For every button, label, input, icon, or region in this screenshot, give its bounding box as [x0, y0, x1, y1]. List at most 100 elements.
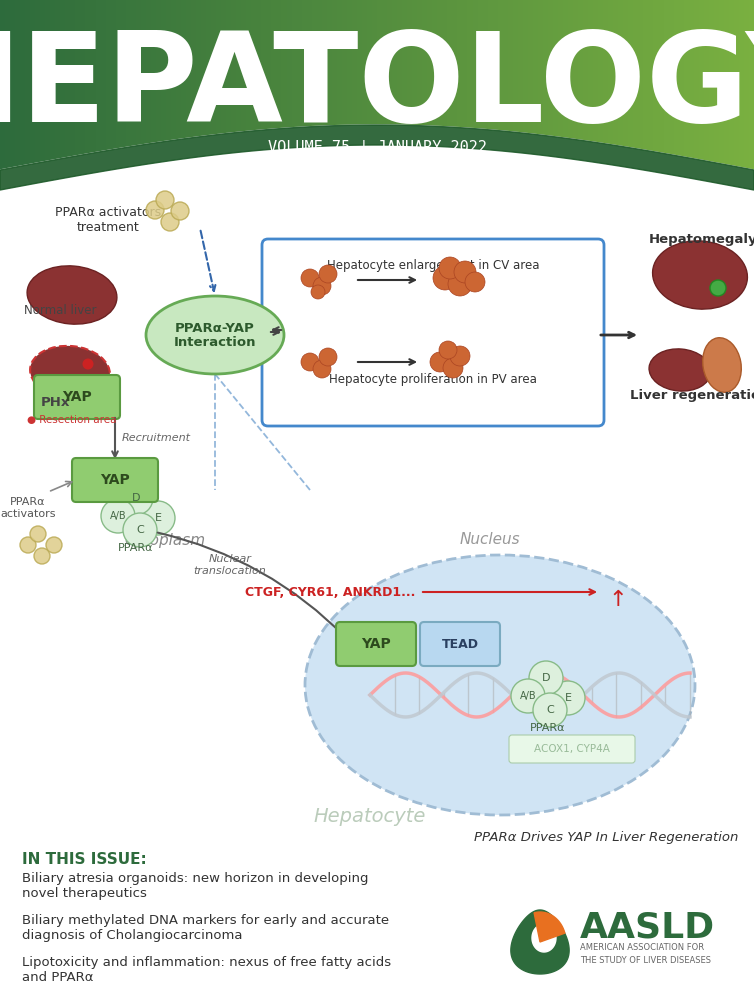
Bar: [477, 0, 483, 170]
Circle shape: [439, 257, 461, 279]
Bar: [0, 170, 754, 1000]
Bar: [377, 0, 383, 170]
Bar: [568, 0, 574, 170]
Bar: [302, 0, 308, 170]
Text: Interaction: Interaction: [173, 336, 256, 350]
Bar: [603, 0, 609, 170]
Text: PPARα
activators: PPARα activators: [0, 497, 56, 519]
Circle shape: [529, 661, 563, 695]
Bar: [106, 0, 112, 170]
Bar: [141, 0, 147, 170]
Bar: [191, 0, 197, 170]
Ellipse shape: [649, 349, 711, 391]
Circle shape: [313, 360, 331, 378]
Bar: [45, 0, 51, 170]
Bar: [739, 0, 745, 170]
Circle shape: [430, 352, 450, 372]
Bar: [588, 0, 594, 170]
Bar: [654, 0, 660, 170]
Bar: [688, 0, 694, 170]
Bar: [407, 0, 413, 170]
Text: Biliary atresia organoids: new horizon in developing
novel therapeutics: Biliary atresia organoids: new horizon i…: [22, 872, 369, 900]
Bar: [709, 0, 715, 170]
Circle shape: [156, 191, 174, 209]
Bar: [523, 0, 529, 170]
Bar: [201, 0, 207, 170]
Text: VOLUME 75 | JANUARY 2022: VOLUME 75 | JANUARY 2022: [268, 140, 486, 156]
Bar: [111, 0, 117, 170]
Bar: [382, 0, 388, 170]
Bar: [643, 0, 649, 170]
Circle shape: [301, 353, 319, 371]
Ellipse shape: [27, 266, 117, 324]
Circle shape: [141, 501, 175, 535]
Bar: [256, 0, 262, 170]
Bar: [729, 0, 735, 170]
Text: Hepatomegaly: Hepatomegaly: [648, 233, 754, 246]
Circle shape: [119, 481, 153, 515]
Bar: [719, 0, 725, 170]
Bar: [115, 0, 121, 170]
Text: AMERICAN ASSOCIATION FOR
THE STUDY OF LIVER DISEASES: AMERICAN ASSOCIATION FOR THE STUDY OF LI…: [580, 943, 711, 965]
Bar: [236, 0, 242, 170]
Bar: [447, 0, 453, 170]
Bar: [66, 0, 72, 170]
Bar: [593, 0, 599, 170]
Bar: [181, 0, 187, 170]
Ellipse shape: [305, 555, 695, 815]
Bar: [0, 0, 6, 170]
Text: Normal liver: Normal liver: [23, 304, 97, 316]
Text: YAP: YAP: [361, 637, 391, 651]
Bar: [296, 0, 302, 170]
Bar: [251, 0, 257, 170]
Bar: [151, 0, 157, 170]
Circle shape: [311, 285, 325, 299]
Text: C: C: [546, 705, 554, 715]
FancyBboxPatch shape: [420, 622, 500, 666]
Text: Nuclear
translocation: Nuclear translocation: [194, 554, 266, 576]
Bar: [397, 0, 403, 170]
Bar: [507, 0, 513, 170]
Bar: [573, 0, 579, 170]
Bar: [352, 0, 358, 170]
Bar: [362, 0, 368, 170]
Bar: [664, 0, 670, 170]
Bar: [176, 0, 182, 170]
Bar: [699, 0, 705, 170]
Polygon shape: [534, 912, 565, 942]
Text: TEAD: TEAD: [442, 638, 479, 650]
Circle shape: [46, 537, 62, 553]
Text: YAP: YAP: [62, 390, 92, 404]
Bar: [81, 0, 87, 170]
Bar: [488, 0, 494, 170]
Bar: [608, 0, 615, 170]
Bar: [266, 0, 272, 170]
Circle shape: [319, 265, 337, 283]
Circle shape: [551, 681, 585, 715]
Bar: [417, 0, 423, 170]
Bar: [428, 0, 434, 170]
Bar: [613, 0, 619, 170]
Bar: [744, 0, 750, 170]
Bar: [40, 0, 46, 170]
Bar: [533, 0, 539, 170]
Bar: [578, 0, 584, 170]
Text: Liver regeneration: Liver regeneration: [630, 388, 754, 401]
Ellipse shape: [653, 241, 747, 309]
Polygon shape: [0, 125, 754, 190]
Bar: [231, 0, 238, 170]
Text: CTGF, CYR61, ANKRD1...: CTGF, CYR61, ANKRD1...: [244, 585, 415, 598]
Bar: [618, 0, 624, 170]
Ellipse shape: [30, 346, 110, 398]
Circle shape: [301, 269, 319, 287]
Text: Hepatocyte: Hepatocyte: [314, 808, 426, 826]
Bar: [281, 0, 287, 170]
Bar: [467, 0, 474, 170]
Text: PPARα activators
treatment: PPARα activators treatment: [55, 206, 161, 234]
Bar: [292, 0, 298, 170]
Circle shape: [171, 202, 189, 220]
Circle shape: [450, 346, 470, 366]
Bar: [648, 0, 654, 170]
Bar: [96, 0, 102, 170]
Bar: [60, 0, 66, 170]
